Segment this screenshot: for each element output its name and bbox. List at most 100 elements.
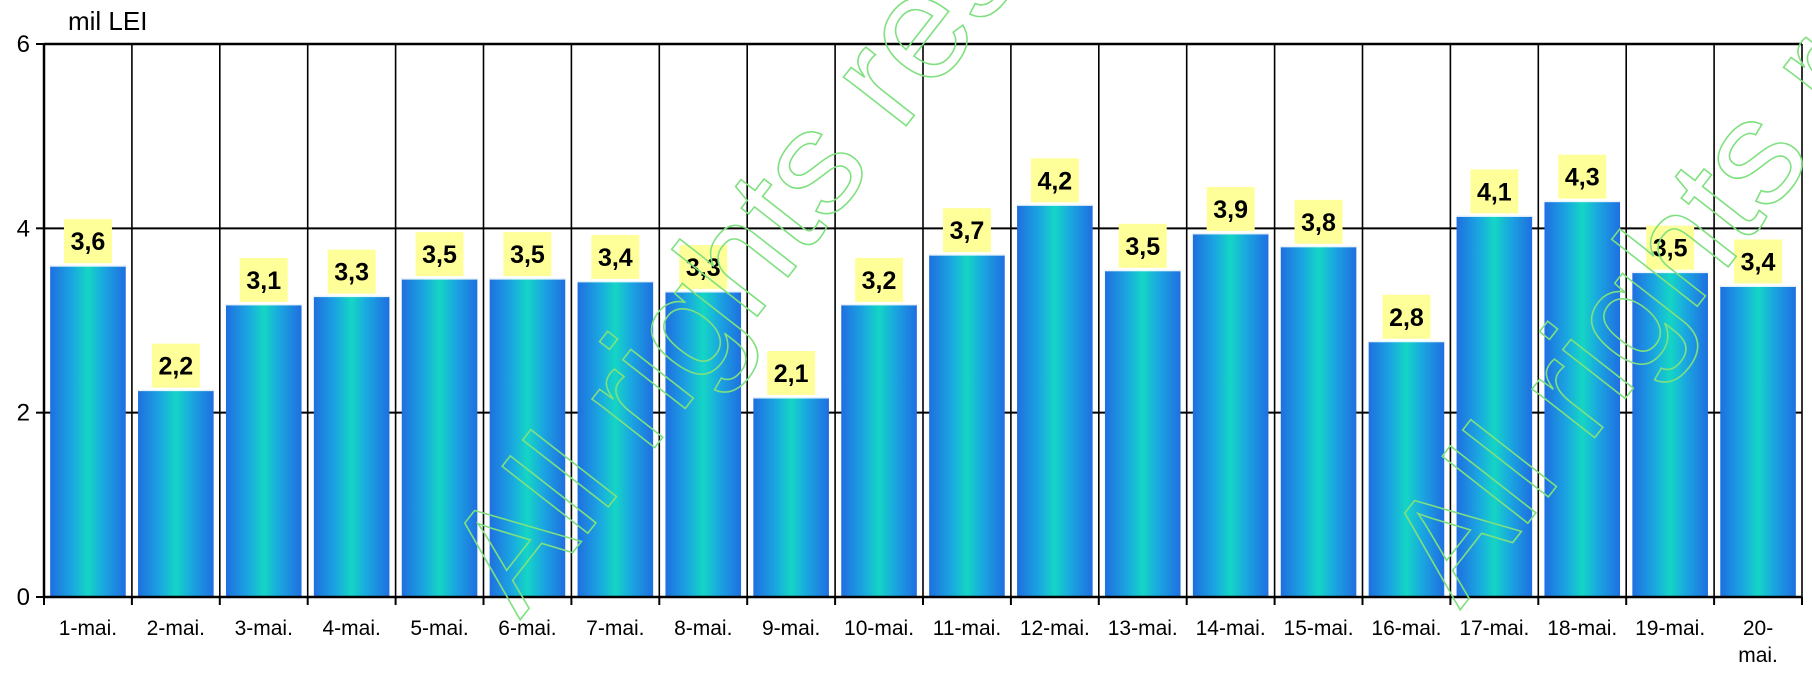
data-label-bg-3 (239, 257, 288, 302)
data-label-bg-4 (327, 249, 376, 294)
x-tick-label: 17-mai. (1459, 617, 1529, 640)
data-label-bg-12 (1030, 158, 1079, 203)
bar-top-highlight-2 (138, 388, 214, 392)
data-label-8: 3,3 (686, 254, 721, 282)
bars (50, 199, 1796, 598)
data-label-18: 4,3 (1565, 164, 1600, 192)
bar-top-highlight-17 (1456, 213, 1533, 217)
data-label-bg-9 (767, 350, 816, 395)
bar-top-highlight-3 (225, 302, 302, 306)
x-tick-label: 16-mai. (1371, 617, 1441, 640)
data-label-bg-6 (503, 232, 552, 277)
bar-14 (1192, 232, 1269, 598)
x-tick-label: 20- mai. (1738, 617, 1778, 667)
bar-12 (1017, 204, 1093, 597)
bar-top-highlight-15 (1280, 244, 1357, 248)
data-label-20: 3,4 (1741, 248, 1776, 276)
x-tick-label: 9-mai. (762, 617, 820, 640)
bar-5 (401, 278, 478, 597)
data-label-bg-1 (63, 219, 112, 264)
bar-8 (665, 291, 742, 597)
bar-top-highlight-12 (1017, 202, 1093, 206)
bar-20 (1720, 285, 1796, 597)
data-label-bg-11 (942, 208, 991, 253)
data-label-14: 3,9 (1213, 196, 1248, 224)
data-label-6: 3,5 (510, 241, 545, 269)
y-tick-label: 6 (17, 31, 30, 58)
bar-top-highlight-11 (929, 252, 1005, 256)
data-label-10: 3,2 (862, 267, 897, 295)
data-label-bg-10 (855, 257, 904, 302)
data-label-bg-17 (1470, 169, 1519, 214)
x-tick-label: 15-mai. (1284, 617, 1354, 640)
bar-top-highlight-6 (489, 276, 566, 280)
bar-top-highlight-16 (1368, 339, 1445, 343)
data-label-13: 3,5 (1125, 233, 1160, 261)
bar-19 (1632, 271, 1708, 597)
bar-top-highlight-5 (401, 276, 478, 280)
x-tick-label: 14-mai. (1196, 617, 1266, 640)
data-label-bg-14 (1206, 186, 1255, 231)
x-tick-label: 7-mai. (586, 617, 644, 640)
grid-lines (43, 43, 1803, 598)
data-label-2: 2,2 (158, 353, 193, 381)
data-label-bg-7 (591, 234, 640, 279)
bar-3 (225, 303, 302, 597)
x-tick-label: 1-mai. (59, 617, 117, 640)
data-label-16: 2,8 (1389, 304, 1424, 332)
data-label-5: 3,5 (422, 241, 457, 269)
bar-top-highlight-20 (1720, 283, 1796, 287)
bar-7 (577, 280, 654, 597)
data-label-bg-20 (1734, 239, 1783, 284)
x-tick-label-part: mai. (1738, 644, 1778, 667)
data-label-bg-19 (1646, 225, 1695, 270)
x-tick-label: 18-mai. (1547, 617, 1617, 640)
bar-18 (1544, 200, 1621, 597)
data-label-9: 2,1 (774, 360, 809, 388)
bar-top-highlight-9 (753, 395, 829, 399)
bar-1 (50, 265, 126, 597)
bar-top-highlight-18 (1544, 199, 1621, 203)
data-label-11: 3,7 (950, 217, 985, 245)
x-tick-label: 8-mai. (674, 617, 732, 640)
data-label-19: 3,5 (1653, 235, 1688, 263)
bar-4 (313, 295, 390, 597)
bar-top-highlight-7 (577, 279, 654, 283)
data-label-7: 3,4 (598, 244, 633, 272)
data-label-bg-8 (679, 245, 728, 290)
data-label-bg-16 (1382, 294, 1431, 339)
bar-top-highlight-8 (665, 289, 742, 293)
x-tick-label-part: 20- (1743, 617, 1773, 640)
bar-top-highlight-13 (1104, 268, 1181, 272)
x-tick-label: 10-mai. (844, 617, 914, 640)
bar-11 (929, 254, 1005, 597)
data-label-15: 3,8 (1301, 209, 1336, 237)
data-label-1: 3,6 (71, 228, 106, 256)
x-tick-label: 6-mai. (498, 617, 556, 640)
data-label-17: 4,1 (1477, 178, 1512, 206)
bar-top-highlight-1 (50, 263, 126, 267)
bar-top-highlight-4 (313, 294, 390, 298)
axes: 0 2 4 6 1-mai. 2-mai. 3-mai. 4-mai. 5-mai. 6-mai.… (17, 31, 1803, 667)
x-tick-label: 13-mai. (1108, 617, 1178, 640)
data-label-bg-18 (1558, 154, 1607, 199)
x-tick-label: 19-mai. (1635, 617, 1705, 640)
bar-15 (1280, 245, 1357, 597)
data-label-4: 3,3 (334, 259, 369, 287)
data-label-12: 4,2 (1037, 167, 1072, 195)
bar-10 (841, 303, 917, 597)
bar-13 (1104, 269, 1181, 597)
bar-6 (489, 278, 566, 597)
y-tick-label: 2 (17, 400, 30, 427)
bar-2 (138, 389, 214, 597)
data-label-3: 3,1 (246, 267, 281, 295)
bar-17 (1456, 215, 1533, 597)
x-tick-label: 2-mai. (147, 617, 205, 640)
bar-top-highlight-19 (1632, 270, 1708, 274)
data-labels: 3,6 2,2 3,1 3,3 3,5 3,5 3,4 3,3 2,1 3,2 3,7 4,2 3,5 3… (63, 154, 1783, 395)
x-tick-label: 5-mai. (410, 617, 468, 640)
data-label-bg-2 (151, 343, 200, 388)
y-tick-label: 4 (17, 215, 30, 242)
data-label-bg-15 (1294, 199, 1343, 244)
bar-top-highlight-10 (841, 302, 917, 306)
